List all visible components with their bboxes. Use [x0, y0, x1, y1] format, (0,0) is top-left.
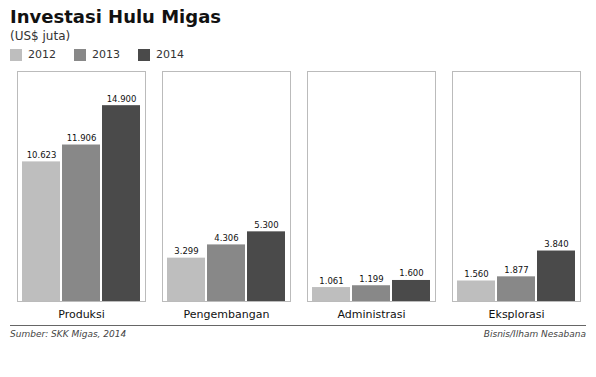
svg-text:4.306: 4.306	[214, 233, 238, 243]
svg-text:1.600: 1.600	[399, 268, 423, 278]
svg-text:5.300: 5.300	[254, 220, 278, 230]
html-text:2012: 2012	[28, 48, 56, 61]
svg-text:11.906: 11.906	[67, 133, 97, 143]
svg-text:Produksi: Produksi	[58, 308, 105, 321]
svg-text:10.623: 10.623	[27, 150, 57, 160]
svg-text:1.199: 1.199	[359, 274, 383, 284]
html-text:Investasi Hulu Migas: Investasi Hulu Migas	[10, 6, 221, 27]
svg-text:3.840: 3.840	[544, 239, 568, 249]
svg-text:1.061: 1.061	[319, 276, 343, 286]
html-text:2013: 2013	[92, 48, 120, 61]
svg-text:14.900: 14.900	[107, 94, 137, 104]
html-text:Sumber: SKK Migas, 2014: Sumber: SKK Migas, 2014	[10, 329, 127, 339]
svg-text:3.299: 3.299	[174, 246, 198, 256]
svg-text:1.877: 1.877	[504, 265, 528, 275]
svg-text:1.560: 1.560	[464, 269, 488, 279]
html-text:(US$ juta): (US$ juta)	[10, 29, 71, 43]
svg-text:Eksplorasi: Eksplorasi	[489, 308, 545, 321]
svg-text:Pengembangan: Pengembangan	[184, 308, 270, 321]
svg-text:Administrasi: Administrasi	[337, 308, 405, 321]
html-text:2014: 2014	[156, 48, 184, 61]
html-text:Bisnis/Ilham Nesabana: Bisnis/Ilham Nesabana	[483, 329, 586, 339]
